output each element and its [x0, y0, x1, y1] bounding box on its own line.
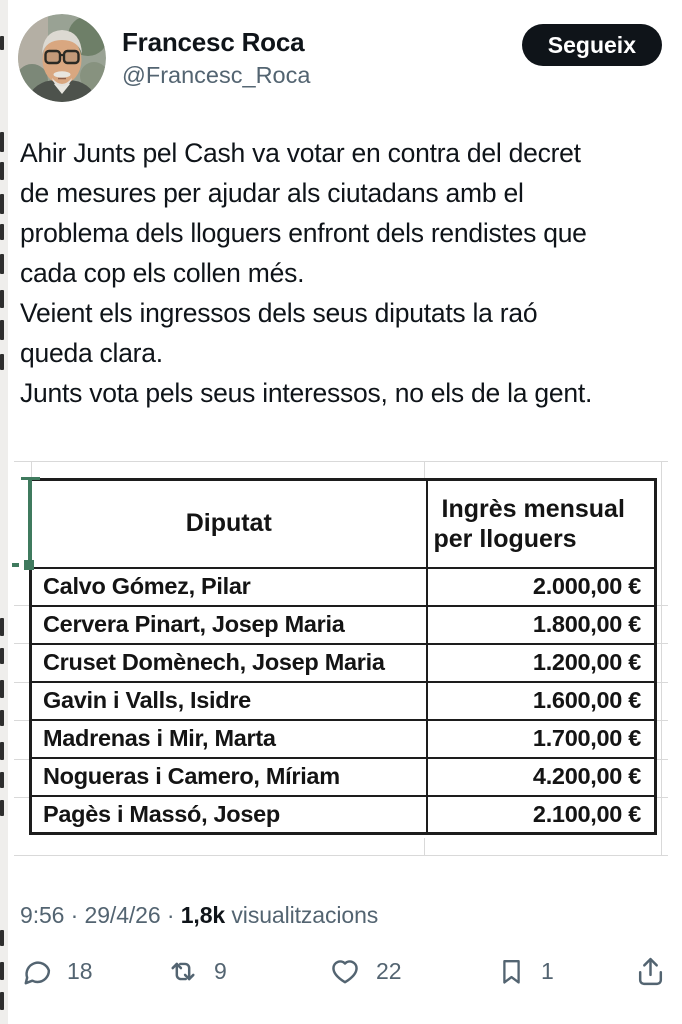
tweet-text-line: problema dels lloguers enfront dels rend…	[20, 218, 587, 248]
table-row: Calvo Gómez, Pilar 2.000,00 €	[29, 566, 657, 607]
reply-count: 18	[67, 958, 93, 984]
like-icon	[332, 960, 358, 984]
spreadsheet-gridline	[655, 759, 668, 760]
diputat-cell: Cruset Domènech, Josep Maria	[29, 642, 428, 683]
diputat-cell: Gavin i Valls, Isidre	[29, 680, 428, 721]
screenshot-edge-artifact	[0, 0, 8, 1024]
amount-cell: 1.700,00 €	[425, 718, 657, 759]
tweet-text-line: queda clara.	[20, 338, 163, 368]
tweet-time: 9:56	[20, 902, 65, 928]
avatar[interactable]	[18, 14, 106, 102]
follow-button[interactable]: Segueix	[521, 24, 662, 66]
meta-separator: ·	[70, 902, 79, 928]
column-header-diputat: Diputat	[29, 478, 428, 569]
tweet-text-line: de mesures per ajudar als ciutadans amb …	[20, 178, 524, 208]
share-icon	[638, 957, 663, 986]
spreadsheet-gridline	[655, 720, 668, 721]
selection-border	[28, 478, 32, 565]
amount-cell: 1.800,00 €	[425, 604, 657, 645]
diputat-cell: Calvo Gómez, Pilar	[29, 566, 428, 607]
spreadsheet-gridline	[14, 682, 29, 683]
table-row: Cruset Domènech, Josep Maria 1.200,00 €	[29, 642, 657, 683]
amount-cell: 1.200,00 €	[425, 642, 657, 683]
meta-separator: ·	[166, 902, 175, 928]
bookmark-icon	[503, 960, 520, 984]
diputat-cell: Pagès i Massó, Josep	[29, 794, 428, 835]
spreadsheet-gridline	[661, 461, 662, 855]
tweet-text-line: Junts vota pels seus interessos, no els …	[20, 378, 593, 408]
income-table: Diputat Ingrès mensual per lloguers Calv…	[29, 478, 657, 835]
spreadsheet-gridline	[14, 605, 29, 606]
selection-handle[interactable]	[24, 560, 34, 570]
spreadsheet-gridline	[14, 797, 29, 798]
diputat-cell: Cervera Pinart, Josep Maria	[29, 604, 428, 645]
selection-dash	[12, 563, 19, 567]
display-name[interactable]: Francesc Roca	[122, 27, 305, 57]
tweet-text: Ahir Junts pel Cash va votar en contra d…	[20, 133, 675, 413]
spreadsheet-gridline	[14, 855, 668, 856]
spreadsheet-gridline	[14, 461, 668, 462]
views-count: 1,8k	[180, 902, 226, 928]
user-handle[interactable]: @Francesc_Roca	[122, 62, 311, 88]
spreadsheet-gridline	[655, 605, 668, 606]
avatar-photo	[18, 14, 106, 102]
table-row: Cervera Pinart, Josep Maria 1.800,00 €	[29, 604, 657, 645]
table-row: Pagès i Massó, Josep 2.100,00 €	[29, 794, 657, 835]
tweet-meta: 9:56 · 29/4/26 · 1,8k visualitzacions	[20, 902, 378, 929]
table-row: Nogueras i Camero, Míriam 4.200,00 €	[29, 756, 657, 797]
spreadsheet-gridline	[424, 838, 425, 855]
amount-cell: 1.600,00 €	[425, 680, 657, 721]
spreadsheet-gridline	[14, 643, 29, 644]
column-header-ingres: Ingrès mensual per lloguers	[425, 478, 657, 569]
table-row: Madrenas i Mir, Marta 1.700,00 €	[29, 718, 657, 759]
repost-count: 9	[214, 958, 227, 984]
amount-cell: 4.200,00 €	[425, 756, 657, 797]
bookmark-button[interactable]: 1	[496, 955, 554, 988]
reply-icon	[24, 961, 51, 985]
tweet-text-line: Ahir Junts pel Cash va votar en contra d…	[20, 138, 581, 168]
like-count: 22	[376, 958, 402, 984]
spreadsheet-gridline	[655, 797, 668, 798]
selection-tick	[21, 477, 40, 480]
amount-cell: 2.000,00 €	[425, 566, 657, 607]
tweet-date: 29/4/26	[84, 902, 161, 928]
tweet-text-line: cada cop els collen més.	[20, 258, 305, 288]
table-header-row: Diputat Ingrès mensual per lloguers	[29, 478, 657, 569]
views-label: visualitzacions	[231, 902, 379, 928]
tweet-text-line: Veient els ingressos dels seus diputats …	[20, 298, 538, 328]
share-button[interactable]	[634, 955, 667, 988]
spreadsheet-gridline	[424, 461, 425, 478]
repost-button[interactable]: 9	[166, 955, 227, 988]
spreadsheet-gridline	[14, 759, 29, 760]
reply-button[interactable]: 18	[20, 955, 93, 988]
bookmark-count: 1	[541, 958, 554, 984]
amount-cell: 2.100,00 €	[425, 794, 657, 835]
spreadsheet-gridline	[31, 461, 32, 478]
table-row: Gavin i Valls, Isidre 1.600,00 €	[29, 680, 657, 721]
spreadsheet-gridline	[655, 643, 668, 644]
spreadsheet-gridline	[14, 720, 29, 721]
spreadsheet-gridline	[655, 682, 668, 683]
diputat-cell: Madrenas i Mir, Marta	[29, 718, 428, 759]
diputat-cell: Nogueras i Camero, Míriam	[29, 756, 428, 797]
repost-icon	[171, 962, 195, 981]
like-button[interactable]: 22	[328, 955, 402, 988]
